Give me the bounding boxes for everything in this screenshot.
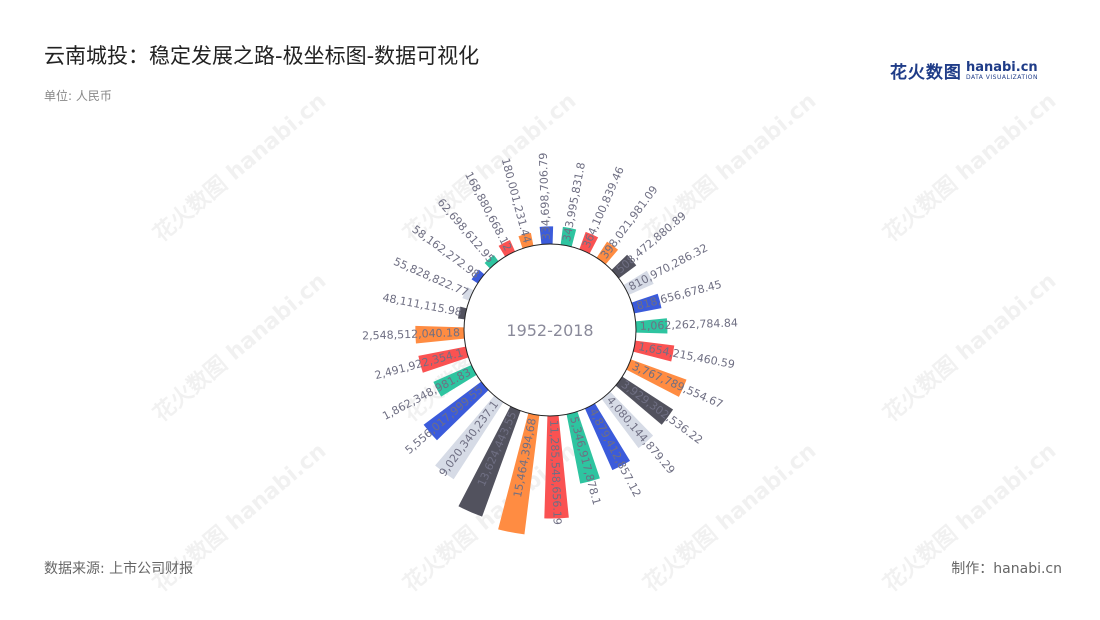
polar-bar	[623, 270, 654, 296]
polar-bar	[462, 287, 474, 301]
polar-bar	[579, 231, 599, 254]
center-label: 1952-2018	[506, 321, 593, 340]
polar-bar	[498, 239, 516, 257]
value-label: 15,464,394,68	[511, 417, 539, 498]
value-label: 48,111,115.98	[381, 291, 462, 319]
inner-circle	[463, 243, 637, 417]
polar-bar	[584, 403, 631, 471]
polar-bar	[631, 293, 662, 314]
credit: 制作：hanabi.cn	[951, 561, 1062, 577]
polar-bar	[544, 415, 569, 519]
polar-bar	[484, 255, 499, 269]
polar-bar	[471, 269, 485, 284]
polar-bar	[615, 376, 674, 425]
polar-bar	[539, 226, 554, 245]
polar-bar	[566, 411, 600, 484]
polar-bar	[418, 346, 469, 373]
polar-bar	[601, 391, 654, 449]
data-source: 数据来源: 上市公司财报	[44, 561, 194, 577]
page-title: 云南城投：稳定发展之路-极坐标图-数据可视化	[44, 44, 480, 68]
value-label: 2,548,512,040.18	[362, 326, 460, 342]
polar-bar	[626, 359, 687, 397]
logo-en-sub: DATA VISUALIZATION	[965, 73, 1038, 81]
polar-bar	[498, 413, 540, 535]
value-label: 343,995,831.8	[560, 161, 588, 242]
bar-group	[415, 226, 687, 535]
polar-bar	[458, 306, 467, 320]
value-label: 334,698,706.79	[537, 152, 553, 240]
polar-bar	[433, 364, 477, 397]
polar-bar	[596, 241, 619, 265]
polar-bar	[415, 325, 465, 344]
value-label: 11,285,548,656.19	[547, 420, 564, 525]
polar-bar	[635, 318, 668, 334]
logo-en: hanabi.cn DATA VISUALIZATION	[966, 61, 1038, 81]
polar-bar	[560, 226, 577, 247]
unit-label: 单位: 人民币	[44, 89, 112, 103]
polar-bar	[518, 232, 534, 249]
polar-bar	[423, 381, 489, 441]
polar-bar	[611, 254, 637, 279]
logo-en-main: hanabi.cn	[965, 59, 1038, 75]
polar-bar	[435, 395, 504, 480]
polar-bar	[633, 340, 675, 362]
brand-logo: 花火数图 hanabi.cn DATA VISUALIZATION	[889, 58, 1038, 84]
logo-cn: 花火数图	[889, 63, 962, 83]
polar-bar	[458, 406, 521, 517]
value-label: 1,062,262,784.84	[640, 316, 738, 332]
